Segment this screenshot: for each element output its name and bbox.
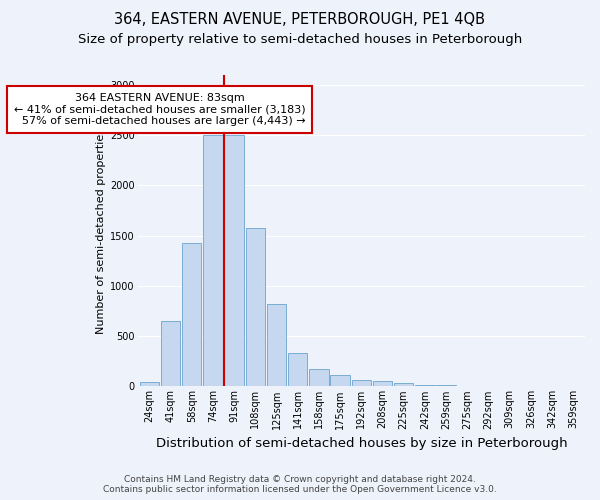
- Bar: [394, 384, 413, 386]
- Bar: [182, 242, 202, 386]
- Bar: [161, 321, 180, 386]
- Bar: [224, 136, 244, 386]
- Bar: [415, 385, 434, 386]
- Text: 364, EASTERN AVENUE, PETERBOROUGH, PE1 4QB: 364, EASTERN AVENUE, PETERBOROUGH, PE1 4…: [115, 12, 485, 28]
- Bar: [288, 352, 307, 386]
- Text: Contains HM Land Registry data © Crown copyright and database right 2024.
Contai: Contains HM Land Registry data © Crown c…: [103, 474, 497, 494]
- Bar: [352, 380, 371, 386]
- Text: 364 EASTERN AVENUE: 83sqm
← 41% of semi-detached houses are smaller (3,183)
  57: 364 EASTERN AVENUE: 83sqm ← 41% of semi-…: [14, 93, 306, 126]
- Bar: [140, 382, 159, 386]
- Bar: [373, 382, 392, 386]
- Bar: [203, 136, 223, 386]
- Bar: [267, 304, 286, 386]
- X-axis label: Distribution of semi-detached houses by size in Peterborough: Distribution of semi-detached houses by …: [155, 437, 567, 450]
- Bar: [331, 375, 350, 386]
- Text: Size of property relative to semi-detached houses in Peterborough: Size of property relative to semi-detach…: [78, 32, 522, 46]
- Bar: [245, 228, 265, 386]
- Bar: [309, 370, 329, 386]
- Y-axis label: Number of semi-detached properties: Number of semi-detached properties: [96, 128, 106, 334]
